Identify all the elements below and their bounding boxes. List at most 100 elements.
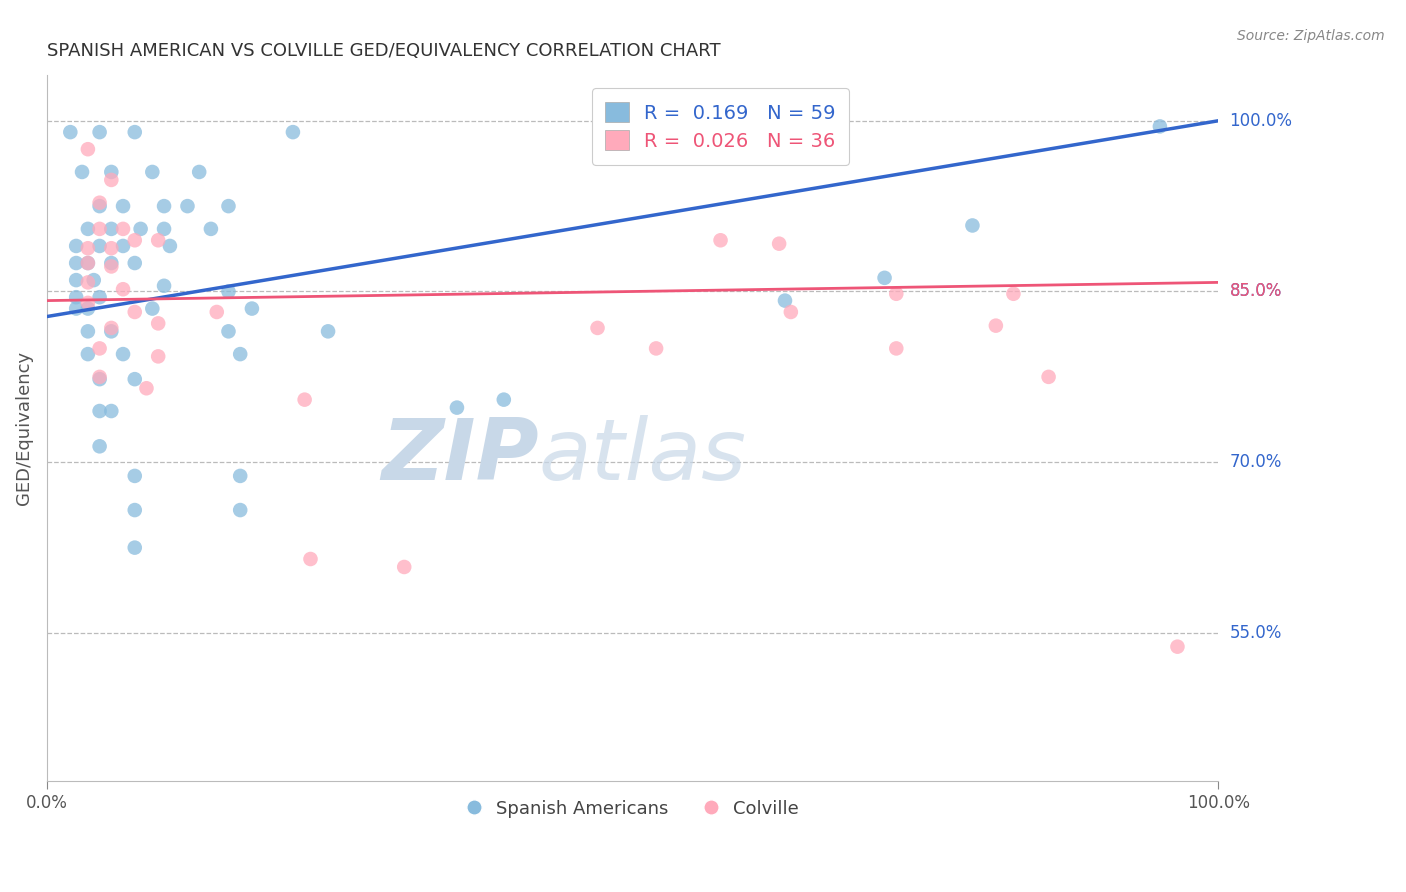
Point <box>773 293 796 308</box>
Text: 100.0%: 100.0% <box>1230 112 1292 129</box>
Point <box>229 469 252 483</box>
Point <box>645 342 668 356</box>
Point <box>148 317 170 331</box>
Point <box>218 199 240 213</box>
Point <box>65 290 87 304</box>
Point <box>77 241 100 255</box>
Point <box>100 173 122 187</box>
Point <box>392 560 415 574</box>
Point <box>218 324 240 338</box>
Point <box>229 503 252 517</box>
Point <box>281 125 304 139</box>
Point <box>89 290 111 304</box>
Point <box>124 125 146 139</box>
Point <box>100 222 122 236</box>
Text: ZIP: ZIP <box>381 415 538 498</box>
Point <box>112 347 135 361</box>
Point <box>240 301 263 316</box>
Point <box>77 301 100 316</box>
Point <box>89 404 111 418</box>
Point <box>65 301 87 316</box>
Point <box>89 222 111 236</box>
Point <box>153 278 176 293</box>
Point <box>59 125 82 139</box>
Point <box>112 239 135 253</box>
Point <box>89 239 111 253</box>
Point <box>1038 370 1060 384</box>
Point <box>112 222 135 236</box>
Point <box>77 296 100 310</box>
Point <box>188 165 211 179</box>
Point <box>316 324 339 338</box>
Point <box>100 321 122 335</box>
Point <box>1002 286 1025 301</box>
Point <box>1149 120 1171 134</box>
Point <box>124 469 146 483</box>
Point <box>884 286 907 301</box>
Point <box>148 350 170 364</box>
Point <box>77 222 100 236</box>
Point <box>124 305 146 319</box>
Point <box>159 239 181 253</box>
Point <box>100 324 122 338</box>
Point <box>709 233 731 247</box>
Text: SPANISH AMERICAN VS COLVILLE GED/EQUIVALENCY CORRELATION CHART: SPANISH AMERICAN VS COLVILLE GED/EQUIVAL… <box>46 42 720 60</box>
Point <box>124 256 146 270</box>
Point <box>100 260 122 274</box>
Point <box>77 256 100 270</box>
Point <box>294 392 316 407</box>
Point <box>873 270 896 285</box>
Text: Source: ZipAtlas.com: Source: ZipAtlas.com <box>1237 29 1385 43</box>
Point <box>89 370 111 384</box>
Point <box>89 195 111 210</box>
Point <box>962 219 984 233</box>
Point <box>65 256 87 270</box>
Point <box>768 236 790 251</box>
Point <box>112 199 135 213</box>
Point <box>77 276 100 290</box>
Point <box>299 552 322 566</box>
Point <box>112 282 135 296</box>
Point <box>129 222 152 236</box>
Point <box>124 372 146 386</box>
Point <box>205 305 228 319</box>
Point <box>141 301 163 316</box>
Point <box>492 392 515 407</box>
Point <box>153 199 176 213</box>
Point <box>65 239 87 253</box>
Text: 70.0%: 70.0% <box>1230 453 1282 471</box>
Point <box>65 273 87 287</box>
Point <box>586 321 609 335</box>
Point <box>89 439 111 453</box>
Point <box>100 165 122 179</box>
Legend: Spanish Americans, Colville: Spanish Americans, Colville <box>460 792 806 825</box>
Point <box>446 401 468 415</box>
Point <box>141 165 163 179</box>
Text: atlas: atlas <box>538 415 747 498</box>
Point <box>89 342 111 356</box>
Point <box>70 165 93 179</box>
Point <box>77 324 100 338</box>
Point <box>77 347 100 361</box>
Text: 85.0%: 85.0% <box>1230 283 1282 301</box>
Point <box>77 256 100 270</box>
Point <box>77 142 100 156</box>
Point <box>135 381 157 395</box>
Point <box>89 372 111 386</box>
Text: 55.0%: 55.0% <box>1230 624 1282 642</box>
Point <box>229 347 252 361</box>
Y-axis label: GED/Equivalency: GED/Equivalency <box>15 351 32 505</box>
Point <box>1166 640 1188 654</box>
Point <box>124 503 146 517</box>
Point <box>89 125 111 139</box>
Point <box>200 222 222 236</box>
Point <box>984 318 1007 333</box>
Point <box>153 222 176 236</box>
Point <box>218 285 240 299</box>
Point <box>124 233 146 247</box>
Point <box>176 199 198 213</box>
Point <box>148 233 170 247</box>
Point <box>124 541 146 555</box>
Point <box>100 404 122 418</box>
Text: 85.0%: 85.0% <box>1230 283 1282 301</box>
